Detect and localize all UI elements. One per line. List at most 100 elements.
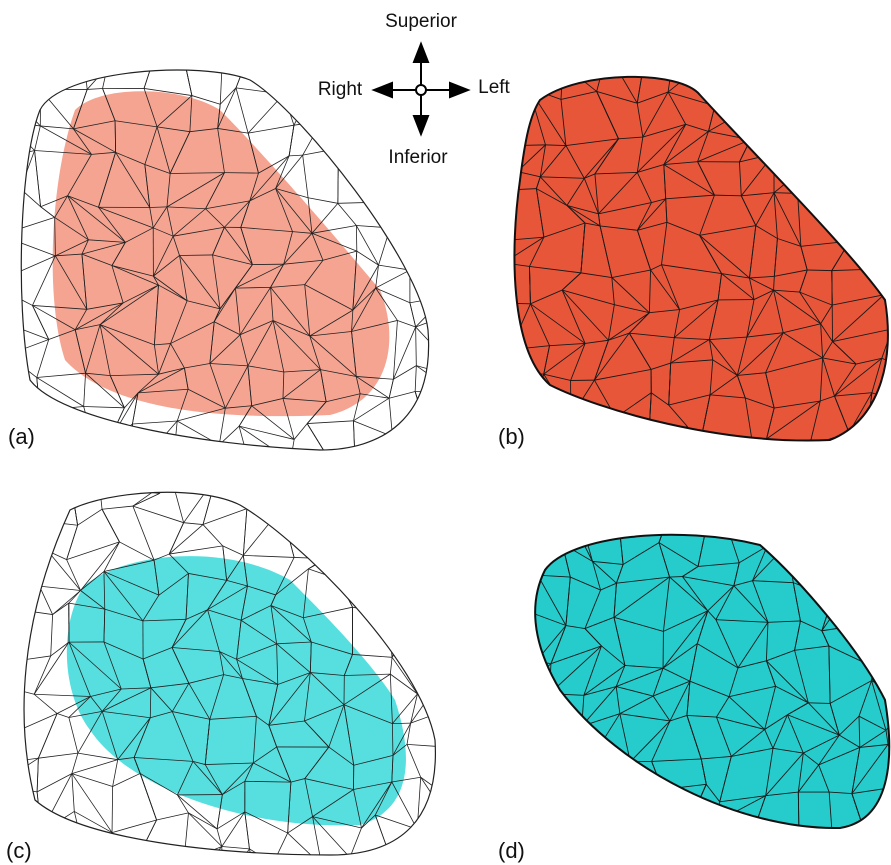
- mesh-edge: [18, 477, 56, 486]
- mesh-edge: [808, 703, 830, 704]
- mesh-edge: [107, 445, 115, 457]
- mesh-edge: [40, 477, 56, 521]
- mesh-edge: [239, 426, 290, 461]
- mesh-edge: [763, 509, 767, 546]
- mesh-edge: [82, 845, 105, 859]
- mesh-edge: [41, 61, 85, 90]
- mesh-edge: [188, 813, 217, 829]
- mesh-edge: [410, 605, 443, 623]
- mesh-edge: [612, 473, 647, 480]
- mesh-edge: [338, 148, 339, 203]
- mesh-edge: [397, 320, 415, 327]
- mesh-edge: [393, 366, 416, 380]
- mesh-edge: [693, 815, 734, 859]
- mesh-edge: [717, 822, 755, 828]
- mesh-edge: [21, 691, 22, 729]
- mesh-edge: [222, 846, 223, 865]
- mesh-edge: [822, 578, 858, 631]
- mesh-edge: [848, 205, 849, 241]
- mesh-edge: [376, 270, 410, 288]
- mesh-edge: [628, 833, 629, 854]
- mesh-edge: [70, 476, 78, 525]
- mesh-edge: [294, 86, 314, 126]
- mesh-edge: [406, 535, 465, 558]
- mesh-edge: [795, 832, 799, 853]
- mesh-edge: [133, 506, 184, 523]
- mesh-edge: [51, 642, 69, 656]
- mesh-edge: [410, 297, 445, 303]
- mesh-edge: [884, 266, 891, 295]
- mesh-edge: [866, 190, 891, 213]
- mesh-edge: [137, 860, 179, 865]
- mesh-edge: [308, 546, 345, 569]
- mesh-edge: [459, 485, 465, 504]
- mesh-edge: [782, 127, 797, 136]
- mesh-edge: [445, 257, 446, 297]
- mesh-edge: [527, 429, 583, 442]
- mesh-edge: [415, 366, 416, 392]
- mesh-edge: [516, 729, 539, 749]
- mesh-edge: [763, 509, 767, 546]
- mesh-edge: [350, 857, 352, 865]
- mesh-edge: [379, 125, 387, 155]
- mesh-edge: [774, 136, 782, 154]
- mesh-edge: [647, 443, 648, 473]
- mesh-edge: [873, 654, 891, 667]
- mesh-edge: [2, 607, 53, 614]
- mesh-edge: [284, 59, 321, 94]
- mesh-edge: [763, 509, 767, 546]
- mesh-edge: [172, 479, 184, 523]
- mesh-edge: [848, 96, 867, 134]
- mesh-edge: [516, 683, 528, 729]
- mesh-edge: [350, 857, 374, 865]
- mesh-edge: [217, 812, 245, 829]
- mesh-edge: [392, 657, 417, 694]
- mesh-edge: [848, 176, 853, 206]
- mesh-edge: [0, 235, 14, 274]
- mesh-edge: [867, 165, 891, 170]
- mesh-edge: [426, 457, 463, 468]
- mesh-edge: [824, 834, 833, 863]
- mesh-edge: [559, 753, 560, 787]
- mesh-edge: [39, 586, 52, 614]
- mesh-edge: [562, 508, 565, 544]
- mesh-edge: [439, 297, 446, 319]
- mesh-edge: [825, 543, 832, 598]
- mesh-edge: [492, 350, 510, 370]
- mesh-edge: [21, 691, 34, 694]
- mesh-edge: [606, 823, 628, 834]
- mesh-edge: [529, 66, 553, 88]
- mesh-edge: [868, 624, 891, 632]
- mesh-edge: [516, 792, 519, 834]
- mesh-edge: [84, 457, 115, 474]
- mesh-edge: [868, 428, 889, 478]
- mesh-edge: [861, 820, 867, 861]
- mesh-edge: [203, 525, 223, 546]
- mesh-edge: [133, 506, 154, 560]
- mesh-edge: [679, 464, 712, 478]
- mesh-edge: [697, 55, 741, 69]
- mesh-edge: [0, 786, 13, 819]
- panel-label: (c): [6, 838, 32, 863]
- mesh-edge: [160, 479, 172, 494]
- mesh-edge: [353, 421, 392, 437]
- mesh-edge: [375, 506, 412, 527]
- panel-label: (b): [498, 424, 525, 449]
- mesh-edge: [376, 265, 379, 288]
- mesh-edge: [559, 723, 568, 753]
- mesh-edge: [350, 857, 394, 865]
- mesh-edge: [84, 406, 125, 407]
- mesh-edge: [345, 511, 346, 545]
- mesh-edge: [2, 594, 20, 608]
- mesh-edge: [559, 726, 582, 753]
- mesh-edge: [35, 850, 48, 865]
- mesh-edge: [105, 859, 136, 861]
- mesh-edge: [417, 675, 444, 694]
- mesh-edge: [390, 228, 410, 270]
- mesh-edge: [289, 125, 294, 156]
- mesh-edge: [812, 71, 822, 96]
- mesh-edge: [699, 449, 711, 464]
- mesh-edge: [392, 457, 426, 472]
- mesh-edge: [648, 426, 687, 443]
- mesh-edge: [34, 694, 57, 713]
